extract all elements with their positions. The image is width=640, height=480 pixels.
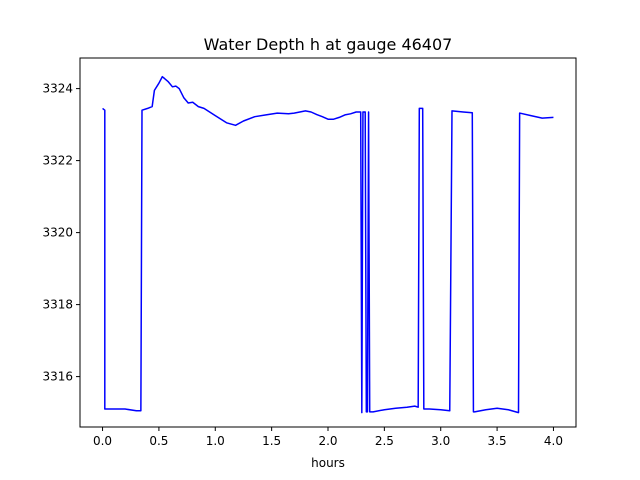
- series-layer: [102, 75, 554, 414]
- x-tick-label: 0.5: [149, 434, 168, 448]
- y-tick-label: 3318: [42, 298, 73, 312]
- x-tick-label: 4.0: [544, 434, 563, 448]
- plot-frame: [79, 57, 577, 428]
- y-tick-label: 3324: [42, 82, 73, 96]
- x-tick-label: 3.0: [431, 434, 450, 448]
- y-tick-label: 3322: [42, 154, 73, 168]
- x-axis-title: hours: [311, 456, 345, 470]
- y-tick-label: 3316: [42, 370, 73, 384]
- x-axis-ticks: 0.0 0.5 1.0 1.5 2.0 2.5 3.0 3.5 4.0: [93, 427, 563, 448]
- x-tick-label: 2.5: [375, 434, 394, 448]
- plot-area: [80, 58, 576, 427]
- x-tick-label: 0.0: [93, 434, 112, 448]
- x-tick-label: 1.5: [262, 434, 281, 448]
- x-tick-label: 3.5: [488, 434, 507, 448]
- x-tick-label: 1.0: [206, 434, 225, 448]
- series-line-0: [102, 75, 554, 414]
- chart-title: Water Depth h at gauge 46407: [204, 35, 453, 54]
- y-tick-label: 3320: [42, 226, 73, 240]
- y-axis-ticks: 3316 3318 3320 3322 3324: [42, 82, 80, 384]
- x-tick-label: 2.0: [318, 434, 337, 448]
